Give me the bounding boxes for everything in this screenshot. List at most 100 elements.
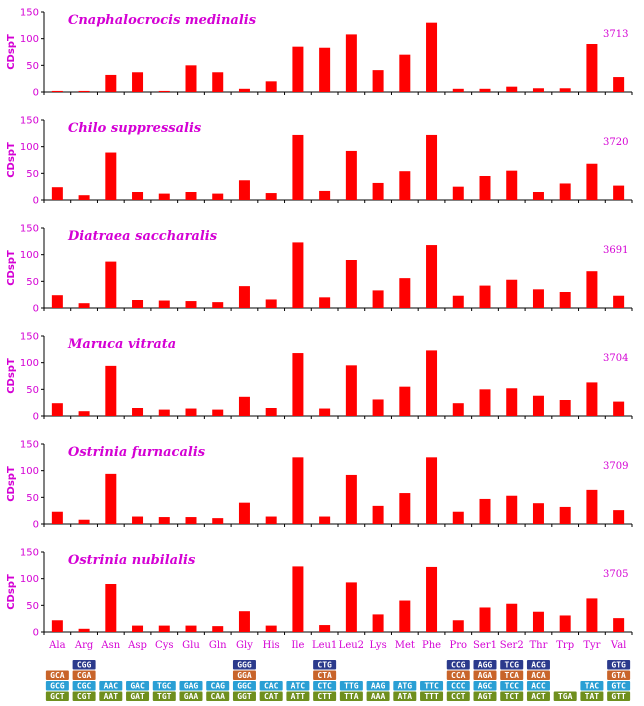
- bar-gly: [238, 611, 250, 632]
- codon-cell: CTG: [313, 660, 337, 670]
- codon-label: GAA: [184, 692, 199, 701]
- bar-trp: [559, 292, 571, 308]
- bar-ala: [51, 403, 63, 416]
- codon-cell-bg: [72, 660, 96, 670]
- codon-cell-bg: [45, 691, 69, 701]
- codon-cell: GTG: [607, 660, 631, 670]
- bar-his: [265, 193, 277, 200]
- codon-cell: TGC: [152, 681, 176, 691]
- bar-tyr: [586, 489, 598, 524]
- bar-phe: [426, 245, 438, 308]
- bar-val: [613, 185, 625, 200]
- codon-cell-bg: [72, 691, 96, 701]
- x-tick-label: Ala: [48, 640, 65, 651]
- bar-met: [399, 600, 411, 632]
- codon-cell: GCA: [45, 670, 69, 680]
- bar-ser2: [506, 603, 518, 632]
- bar-cys: [158, 300, 170, 308]
- bar-phe: [426, 350, 438, 416]
- codon-cell: TTT: [420, 691, 444, 701]
- bar-ser2: [506, 388, 518, 416]
- codon-label: CGA: [77, 671, 92, 680]
- bar-trp: [559, 183, 571, 200]
- codon-label: CCT: [451, 692, 466, 701]
- codon-cell-bg: [99, 681, 123, 691]
- bar-arg: [78, 519, 90, 524]
- codon-cell: TAT: [580, 691, 604, 701]
- codon-cell-bg: [500, 660, 524, 670]
- bar-ile: [292, 134, 304, 200]
- bar-cys: [158, 409, 170, 416]
- bar-ile: [292, 353, 304, 416]
- panel-count-label: 3704: [603, 353, 628, 364]
- bar-phe: [426, 457, 438, 524]
- bar-met: [399, 493, 411, 524]
- codon-label: TCT: [505, 692, 520, 701]
- y-tick-label: 50: [26, 169, 39, 180]
- bar-glu: [185, 65, 197, 92]
- codon-label: TTA: [344, 692, 359, 701]
- bar-phe: [426, 566, 438, 632]
- codon-cell: GTC: [607, 681, 631, 691]
- codon-cell: CCG: [446, 660, 470, 670]
- bar-gln: [212, 409, 224, 416]
- codon-cell: GGG: [232, 660, 256, 670]
- codon-label: TGT: [157, 692, 172, 701]
- x-tick-label: Gly: [236, 640, 253, 651]
- codon-label: GTG: [611, 661, 626, 670]
- codon-cell-bg: [420, 681, 444, 691]
- bar-gln: [212, 72, 224, 92]
- x-tick-label: Gln: [209, 640, 227, 651]
- panel-title: Maruca vitrata: [67, 337, 176, 352]
- codon-cell: TTC: [420, 681, 444, 691]
- codon-cell: GAA: [179, 691, 203, 701]
- x-tick-label: Lys: [369, 640, 386, 651]
- bar-thr: [532, 289, 544, 308]
- codon-cell-bg: [607, 681, 631, 691]
- bar-cys: [158, 90, 170, 92]
- codon-cell-bg: [152, 681, 176, 691]
- codon-label: CAC: [264, 682, 279, 691]
- codon-cell: TTA: [339, 691, 363, 701]
- codon-label: TGC: [157, 682, 172, 691]
- bar-asp: [132, 516, 144, 524]
- codon-cell: AAG: [366, 681, 390, 691]
- bar-trp: [559, 615, 571, 632]
- bar-leu1: [319, 516, 331, 524]
- bar-glu: [185, 192, 197, 200]
- bar-cys: [158, 625, 170, 632]
- bar-asn: [105, 74, 117, 92]
- codon-label: TTC: [424, 682, 439, 691]
- codon-cell-bg: [607, 660, 631, 670]
- panel-title: Chilo suppressalis: [68, 121, 202, 136]
- x-tick-label: Ser2: [500, 640, 524, 651]
- codon-cell: CTT: [313, 691, 337, 701]
- codon-cell-bg: [500, 670, 524, 680]
- codon-cell: TCT: [500, 691, 524, 701]
- y-tick-label: 0: [33, 520, 39, 531]
- codon-cell: CTC: [313, 681, 337, 691]
- codon-cell: CGA: [72, 670, 96, 680]
- x-tick-label: Tyr: [583, 640, 600, 651]
- codon-cell-bg: [580, 691, 604, 701]
- codon-cell: ACG: [526, 660, 550, 670]
- codon-cell-bg: [72, 681, 96, 691]
- codon-cell: CCC: [446, 681, 470, 691]
- y-tick-label: 150: [20, 440, 39, 451]
- codon-cell: GAT: [126, 691, 150, 701]
- codon-cell: ACA: [526, 670, 550, 680]
- bar-ser1: [479, 285, 491, 308]
- bar-gly: [238, 502, 250, 524]
- codon-cell-bg: [553, 691, 577, 701]
- codon-label: CCC: [451, 682, 466, 691]
- bar-pro: [452, 295, 464, 308]
- codon-label: CGT: [77, 692, 92, 701]
- codon-label: ACC: [531, 682, 546, 691]
- bar-ile: [292, 566, 304, 632]
- bar-leu2: [345, 582, 357, 632]
- codon-cell-bg: [259, 681, 283, 691]
- bar-his: [265, 625, 277, 632]
- codon-cell-bg: [473, 660, 497, 670]
- panel-title: Cnaphalocrocis medinalis: [68, 13, 257, 28]
- codon-cell-bg: [473, 670, 497, 680]
